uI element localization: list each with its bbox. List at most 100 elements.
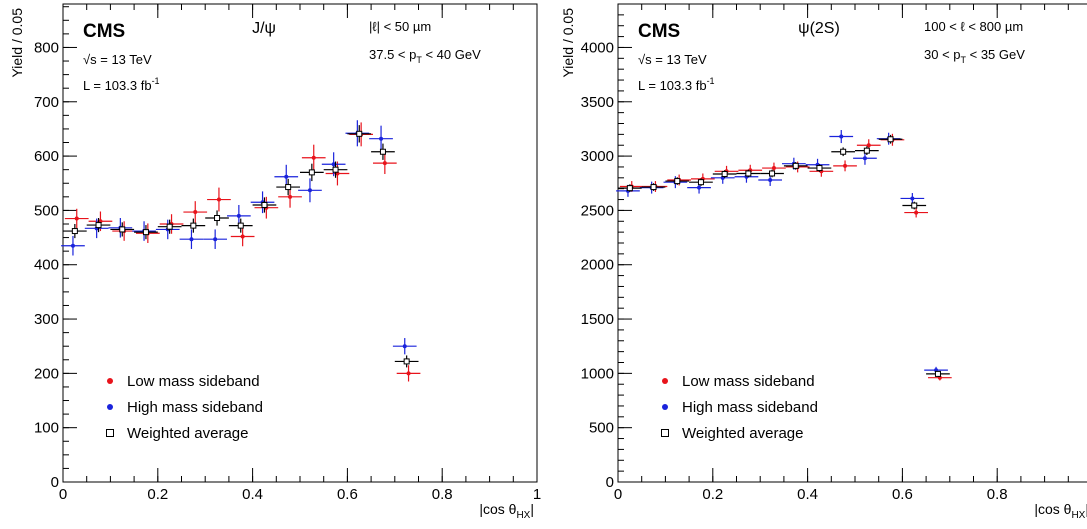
marker-dot [402, 344, 407, 349]
y-tick-label: 600 [34, 148, 59, 165]
data-point [833, 160, 857, 172]
series-high-mass-sideband [616, 130, 948, 374]
marker-open-square [697, 179, 704, 186]
cut-label-2-sub: T [416, 55, 422, 65]
legend-marker-dot [662, 378, 668, 384]
y-axis-title: Yield / 0.05 [560, 8, 576, 78]
legend-marker-open-square [661, 429, 669, 437]
marker-dot [331, 162, 336, 167]
x-tick-label: 0 [614, 486, 622, 503]
luminosity-label: L = 103.3 fb-1 [83, 76, 160, 93]
energy-label: √s = 13 TeV [638, 52, 707, 67]
data-point [181, 218, 206, 233]
data-point [392, 338, 417, 355]
x-axis-title-post: | [1085, 501, 1087, 517]
data-point [665, 177, 690, 185]
data-point [228, 218, 253, 233]
series-high-mass-sideband [61, 120, 417, 355]
marker-dot [288, 194, 293, 199]
process-label: J/ψ [252, 20, 276, 37]
marker-dot [406, 371, 411, 376]
data-point [618, 184, 642, 192]
y-tick-label: 3000 [581, 148, 614, 165]
x-tick-label: 0.2 [147, 486, 168, 503]
y-tick-label: 500 [589, 420, 614, 437]
legend-marker-dot [662, 404, 668, 410]
legend-entry: Weighted average [682, 425, 803, 442]
y-tick-label: 1000 [581, 365, 614, 382]
legend: Low mass sideband High mass sideband Weigh… [661, 373, 818, 442]
marker-dot [311, 155, 316, 160]
y-tick-label: 800 [34, 39, 59, 56]
y-tick-label: 1500 [581, 311, 614, 328]
data-point [394, 355, 419, 368]
marker-dot [284, 174, 289, 179]
x-tick-label: 0.6 [337, 486, 358, 503]
cut-label-2-post: < 40 GeV [422, 47, 481, 62]
marker-open-square [379, 148, 386, 155]
marker-dot [379, 136, 384, 141]
data-point [369, 125, 393, 152]
data-point [687, 181, 711, 194]
marker-dot [843, 163, 848, 168]
data-point [760, 169, 784, 178]
legend-marker-dot [107, 404, 113, 410]
legend-entry: Low mass sideband [127, 373, 260, 390]
panel-right: 0 0.2 0.4 0.6 0.8 0 500 1000 1500 2000 2500 3000 350… [560, 3, 1087, 521]
data-point [61, 235, 85, 256]
legend-entry: Weighted average [127, 425, 248, 442]
marker-open-square [792, 162, 799, 169]
legend: Low mass sideband High mass sideband Weigh… [106, 373, 263, 442]
marker-open-square [261, 201, 268, 208]
marker-open-square [674, 178, 681, 185]
marker-open-square [887, 136, 894, 143]
x-tick-label: 1 [533, 486, 541, 503]
data-point [855, 146, 879, 156]
data-point [252, 197, 277, 213]
marker-dot [862, 156, 867, 161]
x-tick-label: 0.2 [702, 486, 723, 503]
data-point [347, 125, 372, 143]
marker-open-square [95, 222, 102, 229]
data-point [831, 147, 855, 157]
marker-dot [768, 177, 773, 182]
energy-label: √s = 13 TeV [83, 52, 152, 67]
marker-dot [236, 213, 241, 218]
luminosity-sup: -1 [152, 76, 160, 86]
data-point [64, 208, 89, 229]
marker-open-square [142, 229, 149, 236]
marker-open-square [356, 130, 363, 137]
data-point [110, 222, 135, 237]
data-point [853, 151, 877, 165]
marker-open-square [332, 166, 339, 173]
y-tick-label: 400 [34, 257, 59, 274]
y-tick-label: 200 [34, 365, 59, 382]
data-point [807, 164, 832, 172]
marker-dot [697, 185, 702, 190]
x-axis-title: |cos θHX| [479, 501, 534, 521]
marker-open-square [214, 215, 221, 222]
x-axis-title-main: |cos θ [1034, 501, 1071, 517]
marker-dot [307, 188, 312, 193]
marker-dot [213, 237, 218, 242]
data-point [829, 130, 854, 144]
data-point [179, 229, 204, 249]
data-point [689, 178, 713, 186]
marker-dot [240, 234, 245, 239]
data-point [926, 370, 950, 377]
data-point [183, 201, 208, 223]
marker-open-square [190, 222, 197, 229]
data-point [230, 226, 255, 247]
data-point [63, 223, 87, 239]
legend-marker-open-square [106, 429, 114, 437]
y-axis-title: Yield / 0.05 [9, 8, 25, 78]
marker-dot [771, 166, 776, 171]
series-low-mass-sideband [619, 133, 952, 381]
data-point [902, 201, 927, 210]
data-point [205, 210, 229, 226]
luminosity-main: L = 103.3 fb [83, 78, 152, 93]
luminosity-main: L = 103.3 fb [638, 78, 707, 93]
marker-open-square [285, 184, 292, 191]
marker-open-square [863, 147, 870, 154]
